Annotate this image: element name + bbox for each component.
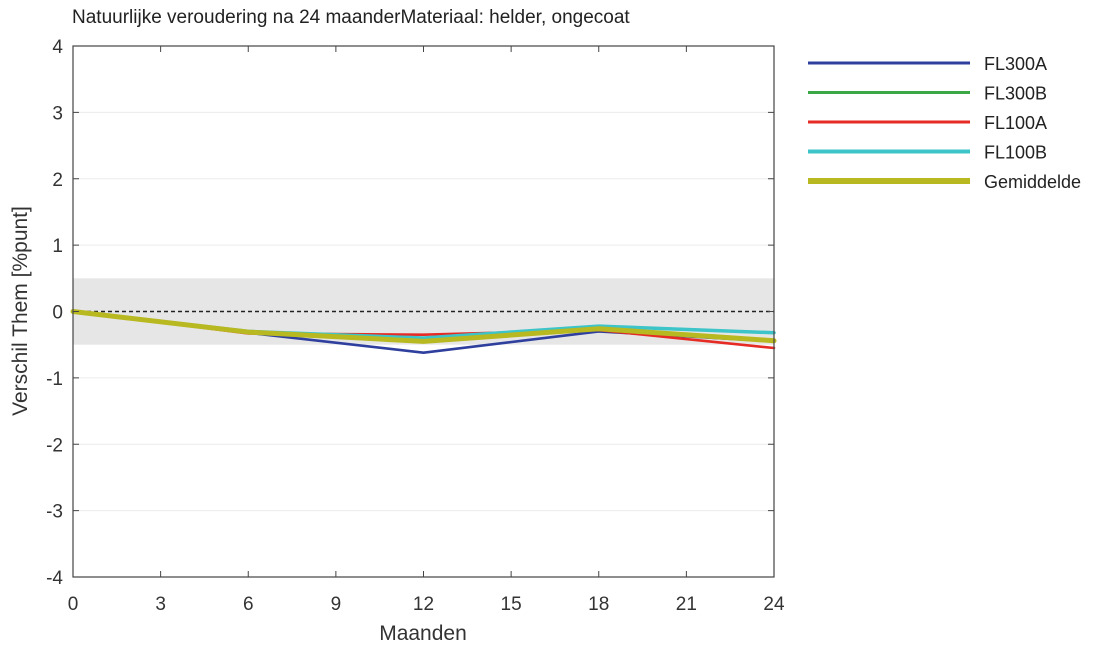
x-tick-label: 3: [155, 594, 166, 615]
y-tick-label: 4: [52, 37, 63, 58]
legend-label-fl300a: FL300A: [984, 54, 1047, 74]
x-axis-label: Maanden: [379, 622, 467, 645]
legend: FL300A FL300B FL100A FL100B Gemiddelde: [808, 54, 1081, 192]
x-tick-label: 0: [68, 594, 79, 615]
x-tick-label: 24: [763, 594, 785, 615]
x-tick-label: 9: [331, 594, 342, 615]
y-tick-label: -4: [46, 568, 63, 589]
legend-label-fl100b: FL100B: [984, 143, 1047, 163]
y-tick-label: 3: [52, 103, 63, 124]
series-line-gemiddelde: [70, 309, 777, 344]
x-tick-label: 12: [413, 594, 434, 615]
y-tick-label: -2: [46, 435, 63, 456]
series-lines: [70, 309, 777, 354]
x-tick-label: 6: [243, 594, 254, 615]
x-tick-label: 15: [501, 594, 522, 615]
y-tick-label: -3: [46, 502, 63, 523]
x-tick-label: 21: [676, 594, 697, 615]
y-tick-label: 1: [52, 236, 63, 257]
legend-label-fl300b: FL300B: [984, 84, 1047, 104]
x-axis-ticks: 0 3 6 9 12 15 18 21 24: [68, 46, 785, 615]
legend-label-fl100a: FL100A: [984, 113, 1047, 133]
y-tick-label: -1: [46, 369, 63, 390]
y-axis-ticks: -4 -3 -2 -1 0 1 2 3 4: [46, 37, 774, 589]
y-tick-label: 0: [52, 303, 63, 324]
x-tick-label: 18: [588, 594, 609, 615]
y-axis-label: Verschil Them [%punt]: [9, 206, 32, 416]
legend-label-gemiddelde: Gemiddelde: [984, 172, 1081, 192]
y-tick-label: 2: [52, 170, 63, 191]
chart-title: Natuurlijke veroudering na 24 maanderMat…: [72, 7, 630, 28]
